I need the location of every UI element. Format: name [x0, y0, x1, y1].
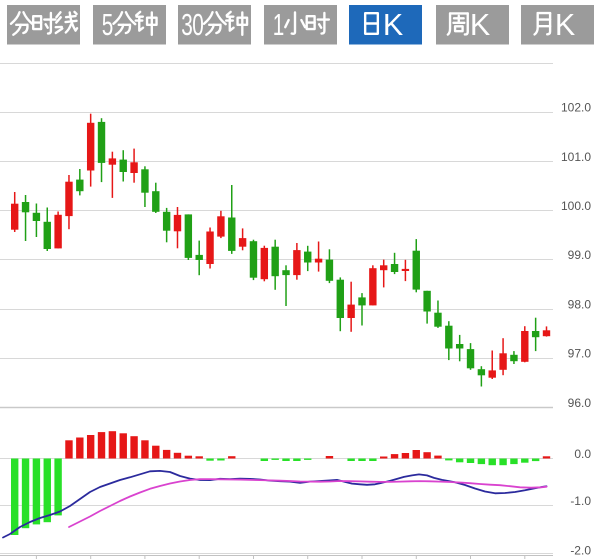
svg-text:1: 1	[273, 7, 285, 42]
svg-text:K: K	[470, 8, 490, 42]
svg-text:K: K	[555, 8, 575, 42]
svg-text:98.0: 98.0	[568, 297, 592, 311]
svg-text:-1.0: -1.0	[570, 494, 591, 508]
svg-text:99.0: 99.0	[568, 248, 592, 262]
svg-text:5: 5	[102, 7, 114, 42]
svg-text:101.0: 101.0	[561, 150, 591, 164]
svg-text:102.0: 102.0	[561, 101, 591, 115]
svg-text:3: 3	[181, 7, 193, 42]
svg-text:96.0: 96.0	[568, 396, 592, 410]
svg-text:0: 0	[192, 7, 204, 42]
svg-text:97.0: 97.0	[568, 347, 592, 361]
svg-text:K: K	[383, 8, 403, 42]
svg-text:-2.0: -2.0	[570, 544, 591, 558]
svg-text:100.0: 100.0	[561, 199, 591, 213]
svg-text:0.0: 0.0	[574, 447, 591, 461]
